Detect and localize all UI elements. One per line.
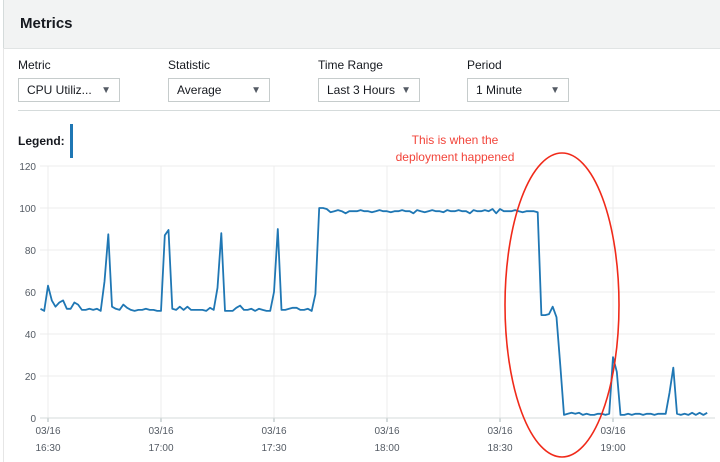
caret-down-icon: ▼	[251, 84, 261, 96]
statistic-value: Average	[177, 83, 222, 97]
period-label: Period	[467, 58, 502, 72]
legend-swatch	[70, 124, 73, 158]
y-tick-label: 20	[25, 372, 37, 383]
statistic-label: Statistic	[168, 58, 211, 72]
metric-select[interactable]: CPU Utiliz... ▼	[18, 78, 120, 102]
y-tick-label: 120	[19, 162, 36, 173]
x-tick-date: 03/16	[35, 426, 60, 437]
y-tick-label: 80	[25, 246, 37, 257]
x-tick-date: 03/16	[148, 426, 173, 437]
y-tick-label: 100	[19, 204, 36, 215]
x-tick-date: 03/16	[261, 426, 286, 437]
time-range-select[interactable]: Last 3 Hours ▼	[318, 78, 420, 102]
metric-label: Metric	[18, 58, 51, 72]
metric-value: CPU Utiliz...	[27, 83, 92, 97]
caret-down-icon: ▼	[550, 84, 560, 96]
x-tick-time: 17:30	[261, 443, 286, 454]
y-tick-label: 40	[25, 330, 37, 341]
x-tick-time: 17:00	[148, 443, 173, 454]
caret-down-icon: ▼	[401, 84, 411, 96]
annotation-line-1: This is when the	[411, 133, 499, 147]
page-title: Metrics	[20, 15, 73, 32]
annotation-text: This is when the deployment happened	[370, 132, 540, 166]
x-tick-time: 18:00	[374, 443, 399, 454]
x-tick-time: 19:00	[600, 443, 625, 454]
x-tick-time: 18:30	[487, 443, 512, 454]
left-border	[3, 48, 4, 462]
x-tick-date: 03/16	[600, 426, 625, 437]
annotation-ellipse	[504, 152, 620, 458]
y-tick-label: 0	[30, 414, 36, 425]
statistic-select[interactable]: Average ▼	[168, 78, 270, 102]
period-select[interactable]: 1 Minute ▼	[467, 78, 569, 102]
cpu-series-line	[40, 207, 708, 416]
legend-label: Legend:	[18, 134, 65, 148]
annotation-line-2: deployment happened	[395, 150, 515, 164]
period-value: 1 Minute	[476, 83, 523, 97]
x-tick-date: 03/16	[374, 426, 399, 437]
caret-down-icon: ▼	[101, 84, 111, 96]
y-tick-label: 60	[25, 288, 37, 299]
divider	[18, 110, 720, 111]
x-tick-time: 16:30	[35, 443, 60, 454]
metrics-header: Metrics	[3, 0, 720, 49]
x-tick-date: 03/16	[487, 426, 512, 437]
time-range-value: Last 3 Hours	[327, 83, 396, 97]
time-range-label: Time Range	[318, 58, 383, 72]
